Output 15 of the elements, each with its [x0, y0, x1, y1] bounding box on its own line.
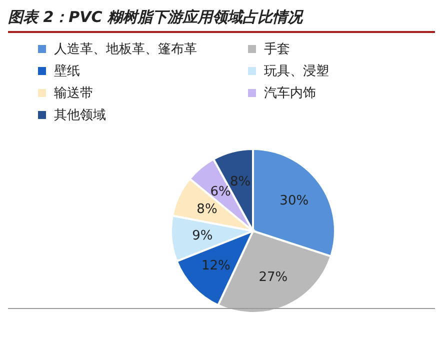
data-label: 8% [230, 174, 251, 190]
data-label: 8% [196, 202, 218, 217]
data-label: 27% [258, 270, 288, 286]
legend-label: 手套 [264, 41, 290, 58]
legend-label: 输送带 [54, 85, 93, 102]
legend-label: 其他领域 [54, 107, 106, 124]
chart-title: 图表 2：PVC 糊树脂下游应用领域占比情况 [8, 8, 435, 33]
legend-label: 人造革、地板革、篷布革 [54, 41, 197, 58]
data-label: 30% [280, 194, 309, 209]
legend-label: 玩具、浸塑 [264, 63, 329, 80]
legend-label: 壁纸 [54, 63, 80, 80]
data-label: 9% [192, 228, 213, 244]
data-label: 6% [210, 184, 231, 200]
legend-label: 汽车内饰 [264, 85, 316, 102]
data-label: 12% [201, 258, 230, 274]
